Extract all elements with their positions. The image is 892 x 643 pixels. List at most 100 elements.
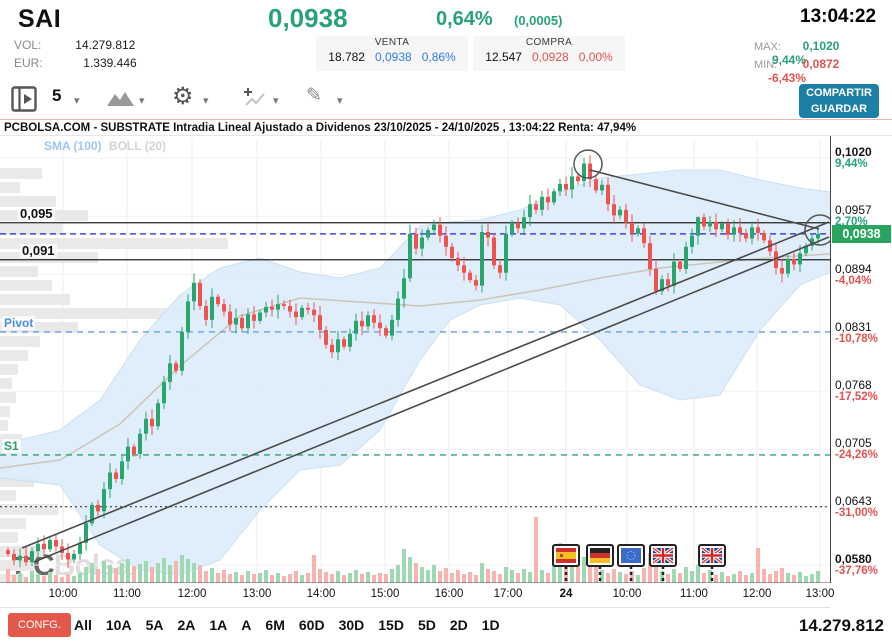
- flag-marker-uk[interactable]: [699, 545, 725, 566]
- timeframe-5a[interactable]: 5A: [146, 617, 164, 633]
- timeframe-a[interactable]: A: [241, 617, 251, 633]
- volume-bar: [348, 573, 352, 583]
- candle-body: [162, 382, 166, 403]
- volume-bar: [498, 574, 502, 583]
- volume-profile-bar: [0, 490, 16, 501]
- candle-body: [474, 280, 478, 286]
- draw-tools-icon[interactable]: ✎: [306, 84, 322, 107]
- volume-bar: [294, 571, 298, 583]
- candle-body: [690, 236, 694, 247]
- timeframe-1a[interactable]: 1A: [209, 617, 227, 633]
- candle-body: [42, 544, 46, 550]
- candle-body: [318, 315, 322, 330]
- candle-body: [516, 223, 520, 229]
- ask-label: COMPRA: [526, 37, 572, 48]
- volume-bar: [120, 563, 124, 583]
- bid-price: 0,0938: [375, 50, 412, 64]
- axis-price-label: 0,0831-10,78%: [835, 321, 878, 345]
- legend-boll[interactable]: BOLL (20): [109, 139, 166, 153]
- candle-body: [786, 259, 790, 274]
- price-chart[interactable]: [0, 136, 830, 583]
- candle-body: [594, 179, 598, 190]
- volume-bar: [6, 569, 10, 583]
- interval-value[interactable]: 5: [52, 86, 61, 106]
- volume-bar: [30, 571, 34, 583]
- volume-bar: [210, 568, 214, 583]
- timeframe-30d[interactable]: 30D: [339, 617, 365, 633]
- volume-bar: [192, 563, 196, 583]
- candle-body: [180, 332, 184, 371]
- candle-body: [72, 554, 76, 560]
- timeframe-6m[interactable]: 6M: [265, 617, 284, 633]
- candle-body: [402, 278, 406, 298]
- volume-bar: [594, 567, 598, 583]
- volume-bar: [378, 573, 382, 583]
- change-percent: 0,64%: [436, 8, 493, 31]
- candle-body: [270, 307, 274, 310]
- axis-price-label: 0,0643-31,00%: [835, 495, 878, 519]
- legend-sma[interactable]: SMA (100): [44, 139, 102, 153]
- candle-body: [114, 473, 118, 479]
- volume-bar: [516, 573, 520, 583]
- candle-body: [210, 297, 214, 320]
- flag-marker-es[interactable]: [553, 545, 579, 566]
- candle-body: [390, 320, 394, 336]
- timeframe-1d[interactable]: 1D: [482, 617, 500, 633]
- candle-body: [420, 238, 424, 249]
- add-indicator-caret-icon[interactable]: ▾: [273, 94, 279, 107]
- candle-body: [720, 224, 724, 230]
- flag-marker-eu[interactable]: [618, 545, 644, 566]
- time-tick-label: 15:00: [363, 588, 407, 600]
- volume-bar: [180, 555, 184, 583]
- draw-tools-caret-icon[interactable]: ▾: [337, 94, 343, 107]
- interval-caret-icon[interactable]: ▾: [74, 94, 80, 107]
- volume-bar: [18, 573, 22, 583]
- chart-type-mountain-icon[interactable]: [106, 88, 136, 113]
- timeframe-2a[interactable]: 2A: [177, 617, 195, 633]
- time-tick-label: 13:00: [235, 588, 279, 600]
- candle-body: [618, 210, 622, 216]
- time-tick-label: 11:00: [105, 588, 149, 600]
- chart-type-caret-icon[interactable]: ▾: [139, 94, 145, 107]
- add-indicator-icon[interactable]: [242, 86, 268, 113]
- volume-bar: [72, 576, 76, 583]
- volume-bar: [444, 568, 448, 583]
- volume-bar: [282, 576, 286, 583]
- volume-bar: [492, 571, 496, 583]
- volume-bar: [774, 571, 778, 583]
- candle-body: [156, 403, 160, 426]
- candle-body: [708, 222, 712, 227]
- config-button[interactable]: CONFG.: [8, 613, 71, 637]
- settings-gear-icon[interactable]: ⚙: [172, 82, 194, 111]
- max-label: MAX:: [754, 41, 788, 53]
- timeframe-15d[interactable]: 15D: [378, 617, 404, 633]
- volume-bar: [480, 563, 484, 583]
- volume-bar: [366, 572, 370, 583]
- level-label: Pivot: [2, 316, 35, 330]
- volume-bar: [240, 575, 244, 583]
- timeframe-5d[interactable]: 5D: [418, 617, 436, 633]
- candle-body: [378, 323, 382, 329]
- candle-body: [564, 184, 568, 190]
- share-save-button[interactable]: COMPARTIR GUARDAR: [799, 84, 879, 118]
- candle-body: [264, 307, 268, 313]
- volume-bar: [426, 570, 430, 583]
- volume-bar: [534, 517, 538, 583]
- volume-bar: [342, 575, 346, 583]
- flag-marker-uk[interactable]: [650, 545, 676, 566]
- timeframe-10a[interactable]: 10A: [106, 617, 132, 633]
- candle-body: [312, 310, 316, 316]
- volume-bar: [666, 574, 670, 583]
- panel-toggle-icon[interactable]: [10, 84, 38, 119]
- candle-body: [726, 224, 730, 235]
- bid-pct: 0,86%: [422, 50, 456, 64]
- timeframe-all[interactable]: All: [74, 617, 92, 633]
- timeframe-2d[interactable]: 2D: [450, 617, 468, 633]
- flag-marker-de[interactable]: [587, 545, 613, 566]
- settings-caret-icon[interactable]: ▾: [203, 94, 209, 107]
- candle-body: [744, 233, 748, 239]
- level-label: S1: [2, 439, 21, 453]
- volume-profile-bar: [0, 182, 20, 193]
- timeframe-60d[interactable]: 60D: [299, 617, 325, 633]
- candle-body: [252, 314, 256, 320]
